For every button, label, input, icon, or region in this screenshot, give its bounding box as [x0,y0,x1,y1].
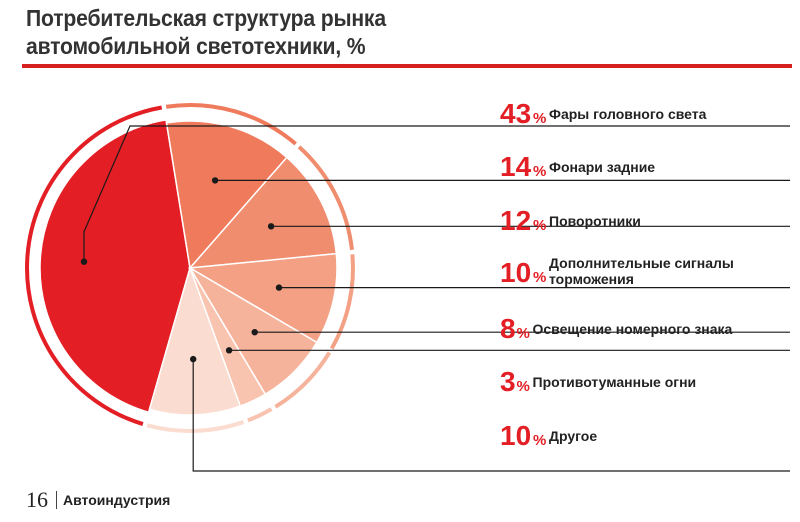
title-divider [22,64,792,68]
ring-arc-3 [297,145,354,251]
pie-slice-4 [187,252,338,344]
slice-label-5: Освещение номерного знака [533,321,733,337]
leader-line-7 [192,359,790,472]
leader-dot-2 [211,177,219,184]
ring-arc-5 [274,351,332,409]
slice-label-6: Противотуманные огни [533,374,697,390]
slice-value-4: 10 [500,257,531,288]
slice-value-5: 8 [500,313,516,344]
chart-title-line-2: автомобильной светотехники, % [26,33,366,59]
chart-title-line-1: Потребительская структура рынка [26,5,386,31]
leader-line-1 [83,125,790,262]
pie-slice-2 [165,120,288,270]
slice-percent-4: % [533,269,546,286]
slice-value-1: 43 [500,98,531,129]
slice-label-1: Фары головного света [549,106,707,122]
ring-arc-2 [165,103,297,146]
leader-dot-4 [275,284,283,291]
slice-percent-1: % [533,110,546,127]
slice-value-6: 3 [500,366,516,397]
ring-arc-6 [247,407,273,423]
slice-percent-6: % [517,378,530,395]
slice-value-7: 10 [500,420,531,451]
section-name: Автоиндустрия [63,492,171,508]
ring-arc-4 [329,254,355,350]
pie-slice-1 [39,119,191,414]
slice-percent-7: % [533,432,546,449]
ring-arc-1 [25,105,163,426]
slice-label-3: Поворотники [549,213,641,229]
page-footer: 16 Автоиндустрия [26,487,171,512]
leader-dot-6 [225,347,233,354]
slice-percent-3: % [533,217,546,234]
slice-value-3: 12 [500,205,531,236]
leader-dot-3 [267,223,275,230]
page-number: 16 [26,487,48,512]
slice-value-2: 14 [500,151,532,182]
pie-slice-7 [148,265,242,416]
slice-percent-2: % [533,163,546,180]
slice-label-2: Фонари задние [549,159,655,175]
slice-label-7: Другое [549,428,597,444]
pie-slice-3 [188,156,338,269]
leader-dot-5 [251,329,258,336]
slice-label-4-line-2: торможения [549,271,634,287]
leader-dot-1 [80,258,88,265]
ring-arc-7 [146,420,245,433]
slice-percent-5: % [517,325,530,342]
chart-title: Потребительская структура рынка автомоби… [26,4,386,60]
footer-divider [56,491,57,509]
slice-label-4-line-1: Дополнительные сигналы [549,255,734,271]
leader-dot-7 [190,355,197,363]
